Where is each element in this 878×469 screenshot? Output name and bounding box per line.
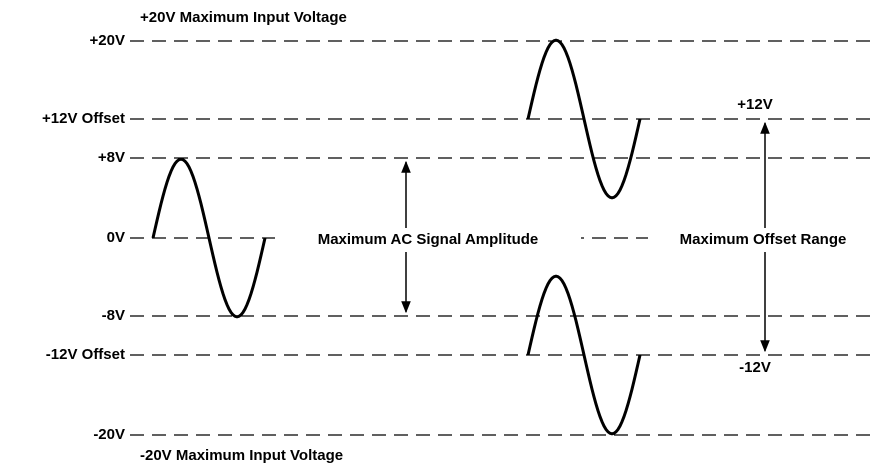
ac-label: Maximum AC Signal Amplitude <box>318 231 539 248</box>
top-label: +20V Maximum Input Voltage <box>140 9 347 26</box>
upper-wave <box>526 38 642 200</box>
levels: +20V +12V Offset +8V 0V -8V -12V Offset -20V <box>42 32 878 443</box>
level-label: 0V <box>107 229 125 246</box>
lower-wave <box>526 274 642 436</box>
bottom-label: -20V Maximum Input Voltage <box>140 447 343 464</box>
level-label: +20V <box>90 32 125 49</box>
level-label: +8V <box>98 149 125 166</box>
offset-label: Maximum Offset Range <box>680 231 847 248</box>
ac-wave <box>151 157 267 319</box>
level-label: -12V Offset <box>46 346 125 363</box>
offset-top-label: +12V <box>737 96 772 113</box>
label-bg <box>648 228 878 252</box>
offset-bottom-label: -12V <box>739 359 771 376</box>
level-label: -8V <box>102 307 125 324</box>
level-label: +12V Offset <box>42 110 125 127</box>
label-bg <box>275 228 581 252</box>
level-label: -20V <box>93 426 125 443</box>
